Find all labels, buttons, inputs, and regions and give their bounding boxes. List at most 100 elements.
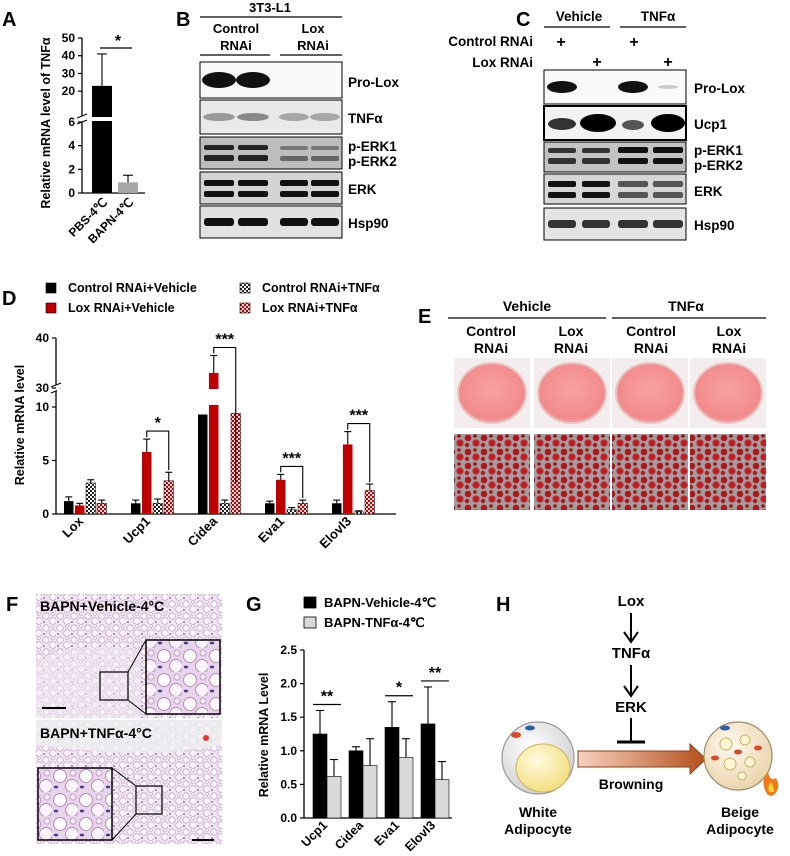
d-bar bbox=[286, 509, 297, 515]
g-legend-label: BAPN-TNFα-4℃ bbox=[324, 615, 425, 630]
panel-h-schematic: Lox TNFα ERK Browning White Adipocyte Be… bbox=[501, 593, 779, 837]
dish-control-tnf bbox=[615, 362, 685, 424]
a-tick-label: 40 bbox=[62, 49, 76, 63]
panel-e-col4b: RNAi bbox=[712, 340, 746, 356]
d-sig-mark: * bbox=[155, 415, 162, 432]
panel-c-western: Vehicle TNFα Control RNAi Lox RNAi + + +… bbox=[448, 9, 745, 241]
panel-e-treat-tnf: TNFα bbox=[668, 298, 704, 314]
d-sig-bracket bbox=[146, 430, 170, 471]
d-legend-label: Lox RNAi+TNFα bbox=[262, 301, 358, 315]
panel-f-top-label: BAPN+Vehicle-4°C bbox=[40, 598, 164, 614]
d-bar bbox=[353, 511, 364, 515]
panel-b-group-2a: Lox bbox=[301, 21, 325, 36]
d-legend-swatch bbox=[45, 302, 57, 314]
panel-letter-h: H bbox=[496, 594, 510, 616]
beige-adipocyte bbox=[703, 721, 773, 791]
panel-d-ylabel: Relative mRNA level bbox=[13, 365, 27, 485]
oilred-control-vehicle bbox=[454, 434, 530, 510]
d-bar bbox=[297, 503, 308, 515]
panel-e-col2b: RNAi bbox=[554, 340, 588, 356]
g-tick-label: 1.0 bbox=[280, 744, 297, 758]
panel-b-group-1a: Control bbox=[213, 21, 259, 36]
d-legend-label: Control RNAi+TNFα bbox=[262, 281, 380, 295]
g-tick-label: 1.5 bbox=[280, 710, 297, 724]
scheme-white-1: White bbox=[519, 804, 557, 820]
panel-g-chart: BAPN-Vehicle-4℃ BAPN-TNFα-4℃ Relative mRN… bbox=[257, 595, 452, 854]
g-tick-label: 2.0 bbox=[280, 677, 297, 691]
d-bar bbox=[75, 505, 85, 514]
g-sig-mark: * bbox=[396, 680, 403, 697]
d-bar bbox=[219, 503, 230, 515]
scheme-tnf: TNFα bbox=[612, 645, 651, 662]
panel-letter-f: F bbox=[6, 594, 18, 616]
panel-a-ylabel: Relative mRNA level of TNFα bbox=[39, 37, 53, 208]
panel-b-row-perk2: p-ERK2 bbox=[348, 154, 397, 169]
scheme-browning: Browning bbox=[599, 776, 664, 792]
g-bar bbox=[326, 776, 342, 819]
panel-c-row-hsp90: Hsp90 bbox=[694, 218, 735, 233]
panel-letter-g: G bbox=[246, 594, 262, 616]
d-category-label: Lox bbox=[59, 513, 86, 540]
a-bar bbox=[118, 182, 138, 193]
panel-c-row-erk: ERK bbox=[694, 184, 723, 199]
panel-letter-e: E bbox=[418, 306, 431, 328]
d-bar bbox=[152, 503, 163, 515]
scheme-white-2: Adipocyte bbox=[504, 821, 572, 837]
histology-tnf-zoom bbox=[37, 767, 113, 841]
panel-c-plus-1: + bbox=[556, 34, 565, 51]
browning-arrow bbox=[577, 742, 707, 776]
panel-b-cell-line: 3T3-L1 bbox=[249, 0, 291, 15]
g-category-label: Elovl3 bbox=[402, 818, 438, 854]
a-tick-label: 50 bbox=[62, 31, 76, 45]
scheme-beige-2: Adipocyte bbox=[706, 821, 774, 837]
d-sig-mark: *** bbox=[215, 332, 234, 349]
panel-b-western: 3T3-L1 Control RNAi Lox RNAi bbox=[199, 0, 399, 239]
g-legend-swatch bbox=[303, 596, 317, 609]
d-legend-swatch bbox=[239, 282, 251, 294]
g-category-label: Eva1 bbox=[372, 818, 403, 849]
d-bar bbox=[198, 414, 208, 514]
d-legend-label: Lox RNAi+Vehicle bbox=[68, 301, 175, 315]
g-sig-mark: ** bbox=[321, 688, 334, 705]
panel-c-row-control: Control RNAi bbox=[448, 34, 533, 49]
panel-c-plus-4: + bbox=[663, 54, 672, 71]
d-bar bbox=[85, 482, 96, 515]
g-tick-label: 2.5 bbox=[280, 643, 297, 657]
panel-b-row-perk1: p-ERK1 bbox=[348, 139, 397, 154]
d-bar bbox=[364, 490, 375, 515]
oilred-control-tnf bbox=[612, 434, 688, 510]
panel-f-histology: BAPN+Vehicle-4°C BAPN+TNFα-4°C bbox=[36, 594, 222, 844]
panel-c-row-ucp1: Ucp1 bbox=[694, 117, 728, 132]
scheme-lox: Lox bbox=[618, 593, 645, 610]
scheme-erk: ERK bbox=[615, 699, 647, 716]
d-legend-label: Control RNAi+Vehicle bbox=[68, 281, 197, 295]
panel-e-col1b: RNAi bbox=[474, 340, 508, 356]
d-legend-swatch bbox=[239, 302, 251, 314]
panel-e-col2a: Lox bbox=[559, 323, 584, 339]
d-bar bbox=[64, 501, 74, 514]
panel-e-col3a: Control bbox=[626, 323, 676, 339]
a-axis-break bbox=[90, 117, 116, 121]
d-bar bbox=[276, 479, 286, 514]
d-bar bbox=[209, 373, 219, 514]
d-bar bbox=[332, 503, 342, 514]
d-bar bbox=[131, 503, 141, 514]
dish-lox-tnf bbox=[693, 362, 763, 424]
g-sig-mark: ** bbox=[429, 665, 442, 682]
g-legend-swatch bbox=[303, 616, 317, 629]
d-category-label: Cidea bbox=[184, 513, 220, 549]
oilred-lox-vehicle bbox=[534, 434, 610, 510]
scheme-beige-1: Beige bbox=[721, 804, 759, 820]
panel-b-row-tnf: TNFα bbox=[348, 111, 383, 126]
dish-lox-vehicle bbox=[537, 362, 607, 424]
panel-c-treat-tnf: TNFα bbox=[641, 9, 676, 24]
d-tick-label: 30 bbox=[36, 381, 50, 395]
g-tick-label: 0.0 bbox=[280, 811, 297, 825]
g-tick-label: 0.5 bbox=[280, 777, 297, 791]
panel-b-group-1b: RNAi bbox=[220, 38, 252, 53]
dish-control-vehicle bbox=[457, 362, 527, 424]
g-bar bbox=[362, 765, 378, 819]
panel-b-row-prolox: Pro-Lox bbox=[348, 75, 399, 90]
panel-letter-b: B bbox=[176, 9, 190, 31]
